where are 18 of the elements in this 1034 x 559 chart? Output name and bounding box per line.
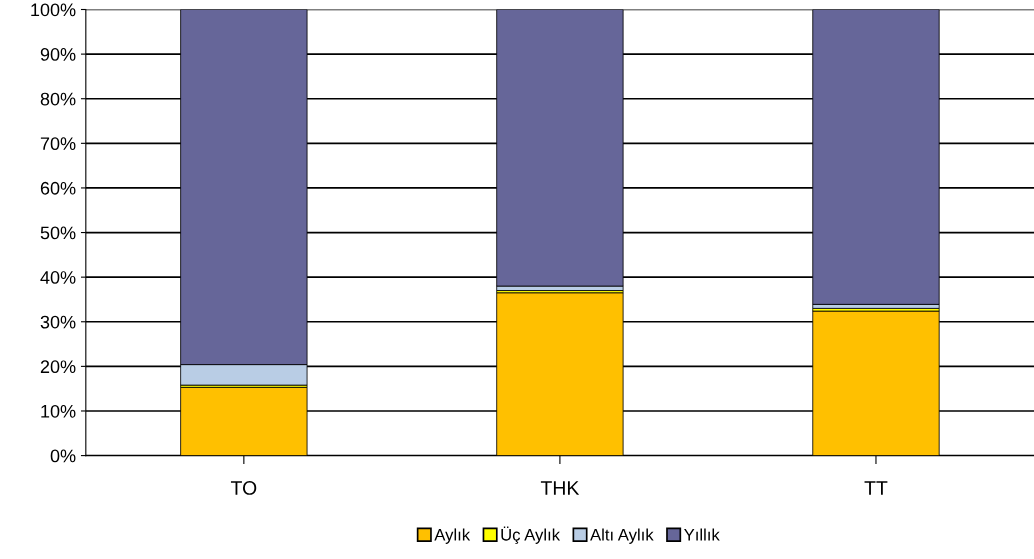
- y-tick-label: 80%: [40, 92, 76, 106]
- x-tick-label: TT: [864, 481, 888, 495]
- x-tick-label: TO: [230, 481, 257, 495]
- y-tick-label: 60%: [40, 181, 76, 195]
- y-tick-label: 10%: [41, 404, 76, 418]
- y-tick-label: 30%: [40, 315, 76, 329]
- y-tick-label: 50%: [40, 226, 76, 240]
- legend-label: Altı Aylık: [590, 528, 654, 544]
- y-tick-label: 20%: [40, 360, 76, 374]
- y-tick-label: 0%: [50, 449, 76, 463]
- legend-label: Aylık: [434, 528, 471, 544]
- x-tick-label: THK: [540, 481, 580, 495]
- y-tick-label: 40%: [40, 271, 76, 284]
- legend-label: Üç Aylık: [501, 526, 561, 544]
- y-tick-label: 90%: [40, 48, 76, 61]
- y-tick-label: 100%: [31, 3, 76, 17]
- y-tick-label: 70%: [40, 137, 76, 151]
- legend-label: Yıllık: [684, 528, 720, 541]
